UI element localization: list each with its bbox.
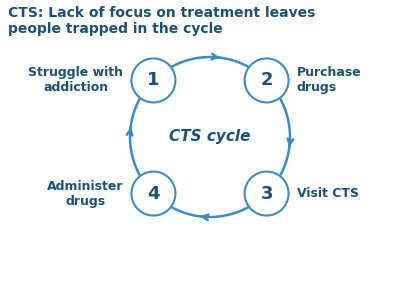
Circle shape (132, 172, 176, 215)
Text: Struggle with
addiction: Struggle with addiction (29, 67, 123, 94)
Text: CTS cycle: CTS cycle (169, 129, 251, 145)
Circle shape (244, 58, 288, 102)
Text: Administer
drugs: Administer drugs (47, 180, 123, 208)
Circle shape (244, 172, 288, 215)
Text: 2: 2 (260, 72, 273, 89)
Text: Purchase
drugs: Purchase drugs (297, 67, 361, 94)
Text: 3: 3 (260, 185, 273, 203)
Text: 1: 1 (147, 72, 160, 89)
Circle shape (132, 58, 176, 102)
Text: CTS: Lack of focus on treatment leaves
people trapped in the cycle: CTS: Lack of focus on treatment leaves p… (8, 6, 315, 36)
Text: 4: 4 (147, 185, 160, 203)
Text: Visit CTS: Visit CTS (297, 187, 359, 200)
